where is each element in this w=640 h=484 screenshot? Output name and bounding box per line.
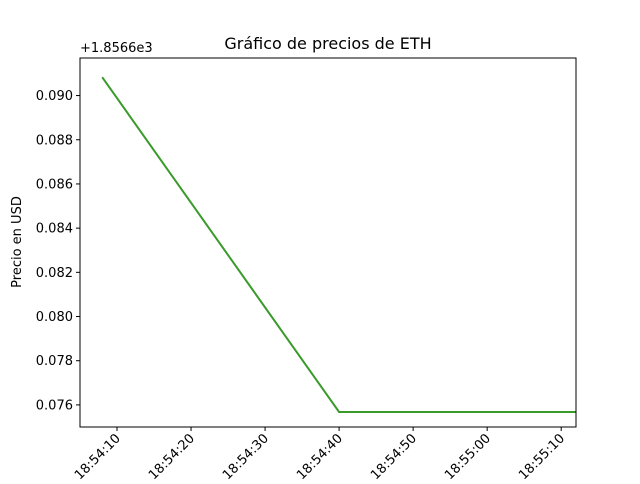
y-offset-label: +1.8566e3 bbox=[80, 41, 153, 56]
price-line bbox=[101, 76, 576, 413]
series-layer bbox=[101, 76, 576, 413]
y-tick-label: 0.082 bbox=[36, 266, 73, 281]
y-tick-label: 0.090 bbox=[36, 89, 73, 104]
y-tick-label: 0.076 bbox=[36, 398, 73, 413]
y-tick-label: 0.088 bbox=[36, 133, 73, 148]
chart-title: Gráfico de precios de ETH bbox=[224, 34, 431, 53]
y-axis-label: Precio en USD bbox=[10, 196, 25, 288]
axes-frame bbox=[79, 57, 577, 428]
y-tick-label: 0.080 bbox=[36, 310, 73, 325]
y-tick-label: 0.086 bbox=[36, 177, 73, 192]
y-tick-label: 0.084 bbox=[36, 222, 73, 237]
y-tick-label: 0.078 bbox=[36, 354, 73, 369]
